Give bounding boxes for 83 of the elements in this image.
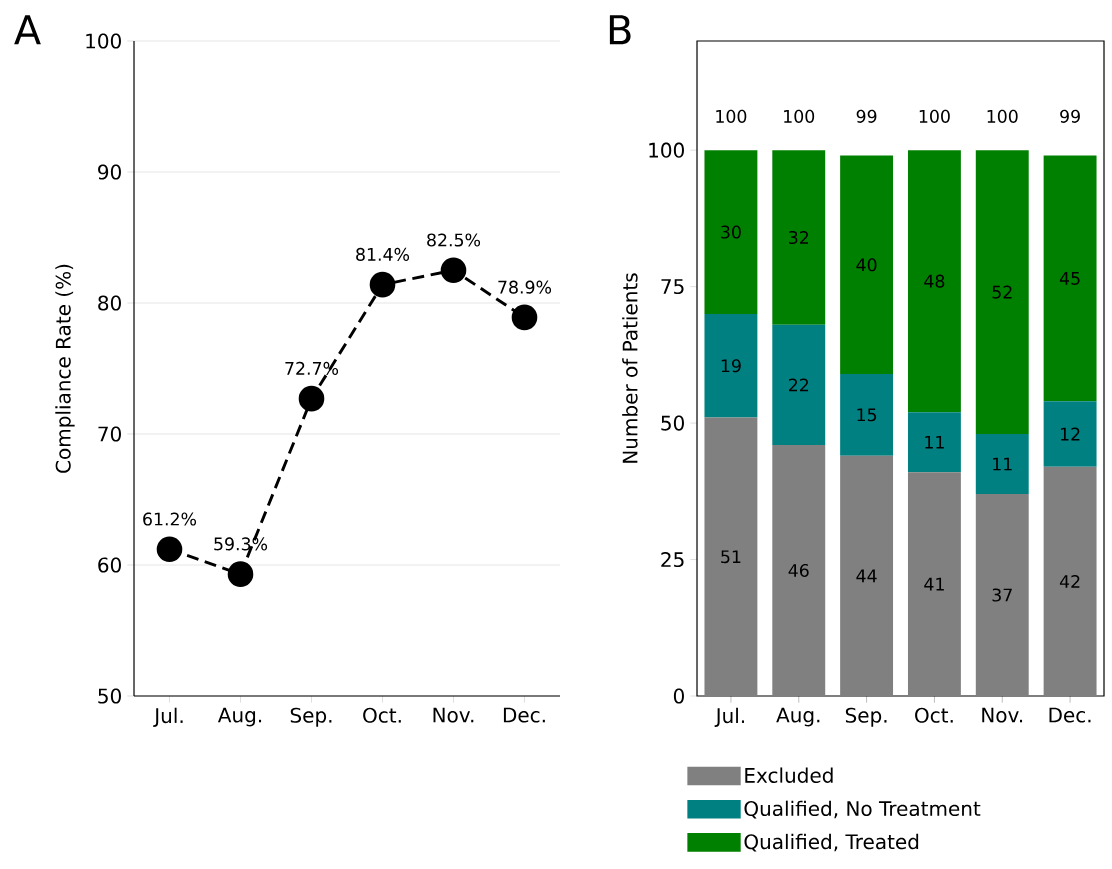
y-tick-label: 60 [98,557,121,573]
bar [975,494,1029,696]
data-label: 22 [789,378,809,392]
legend-label: Qualified, Treated [744,833,919,852]
data-label: 11 [993,457,1012,471]
bar [1043,466,1097,696]
x-tick-label: Dec. [503,707,545,723]
x-tick-label: Aug. [217,707,262,727]
bar [772,150,826,325]
bar [704,313,758,418]
total-label: 100 [716,109,747,123]
y-tick-label: 70 [98,426,121,442]
y-tick-label: 90 [98,164,121,180]
data-label: 12 [1060,427,1080,441]
legend-label: Excluded [745,767,833,783]
data-label: 40 [856,258,877,272]
x-tick-label: Nov. [982,707,1023,723]
x-tick-label: Jul. [153,707,183,727]
data-label: 48 [924,274,945,288]
bar [907,150,961,413]
total-label: 100 [987,109,1018,123]
data-label: 82.5% [427,233,481,247]
point [156,536,183,563]
x-tick-label: Sep. [845,707,887,727]
bar [704,417,758,696]
y-tick-label: 0 [673,688,684,704]
y-tick-label: 50 [661,415,684,431]
bar [1043,155,1097,402]
bar [840,373,894,456]
total-label: 99 [1060,109,1080,123]
point [227,561,254,587]
chart-title: B [609,15,631,45]
data-label: 30 [721,225,741,239]
y-axis-title: Compliance Rate (%) [55,264,75,473]
x-tick-label: Dec. [1049,707,1091,723]
bar [840,455,894,696]
chart-title: A [14,15,41,45]
bar [907,412,961,473]
y-tick-label: 50 [98,688,121,704]
x-tick-label: Nov. [433,707,474,723]
data-label: 11 [925,435,944,449]
data-label: 61.2% [143,512,197,526]
y-tick-label: 80 [98,295,121,311]
data-label: 41 [924,577,944,591]
data-label: 42 [1059,574,1080,588]
total-label: 100 [784,109,815,123]
bar [772,444,826,696]
bar [975,150,1029,434]
bar [907,472,961,696]
y-tick-label: 75 [661,279,684,295]
data-label: 81.4% [356,247,410,261]
bar [772,324,826,445]
legend-label: Qualified, No Treatment [744,800,981,819]
bar [704,150,758,314]
point [369,271,396,298]
y-tick-label: 100 [649,142,684,158]
x-tick-label: Aug. [776,707,820,727]
data-label: 32 [789,230,809,245]
y-tick-label: 100 [86,33,121,49]
data-label: 15 [857,408,877,422]
y-axis-title: Number of Patients [622,273,638,463]
total-label: 100 [919,109,950,123]
x-tick-label: Oct. [363,707,401,723]
bar [1043,401,1097,467]
point [511,304,538,331]
data-label: 59.3% [214,537,268,551]
point [440,257,467,284]
data-label: 52 [992,285,1012,299]
y-tick-label: 25 [661,551,684,568]
data-label: 45 [1059,272,1080,285]
data-label: 51 [721,550,741,564]
x-tick-label: Oct. [915,707,953,723]
data-label: 19 [721,359,741,373]
bar [975,434,1029,495]
x-tick-label: Sep. [290,707,332,727]
data-label: 46 [788,563,809,578]
point [298,385,325,412]
x-tick-label: Jul. [714,707,745,727]
data-label: 44 [856,569,877,583]
total-label: 99 [856,109,877,123]
bar [840,155,894,374]
data-label: 78.9% [498,280,552,294]
data-label: 37 [992,588,1012,602]
